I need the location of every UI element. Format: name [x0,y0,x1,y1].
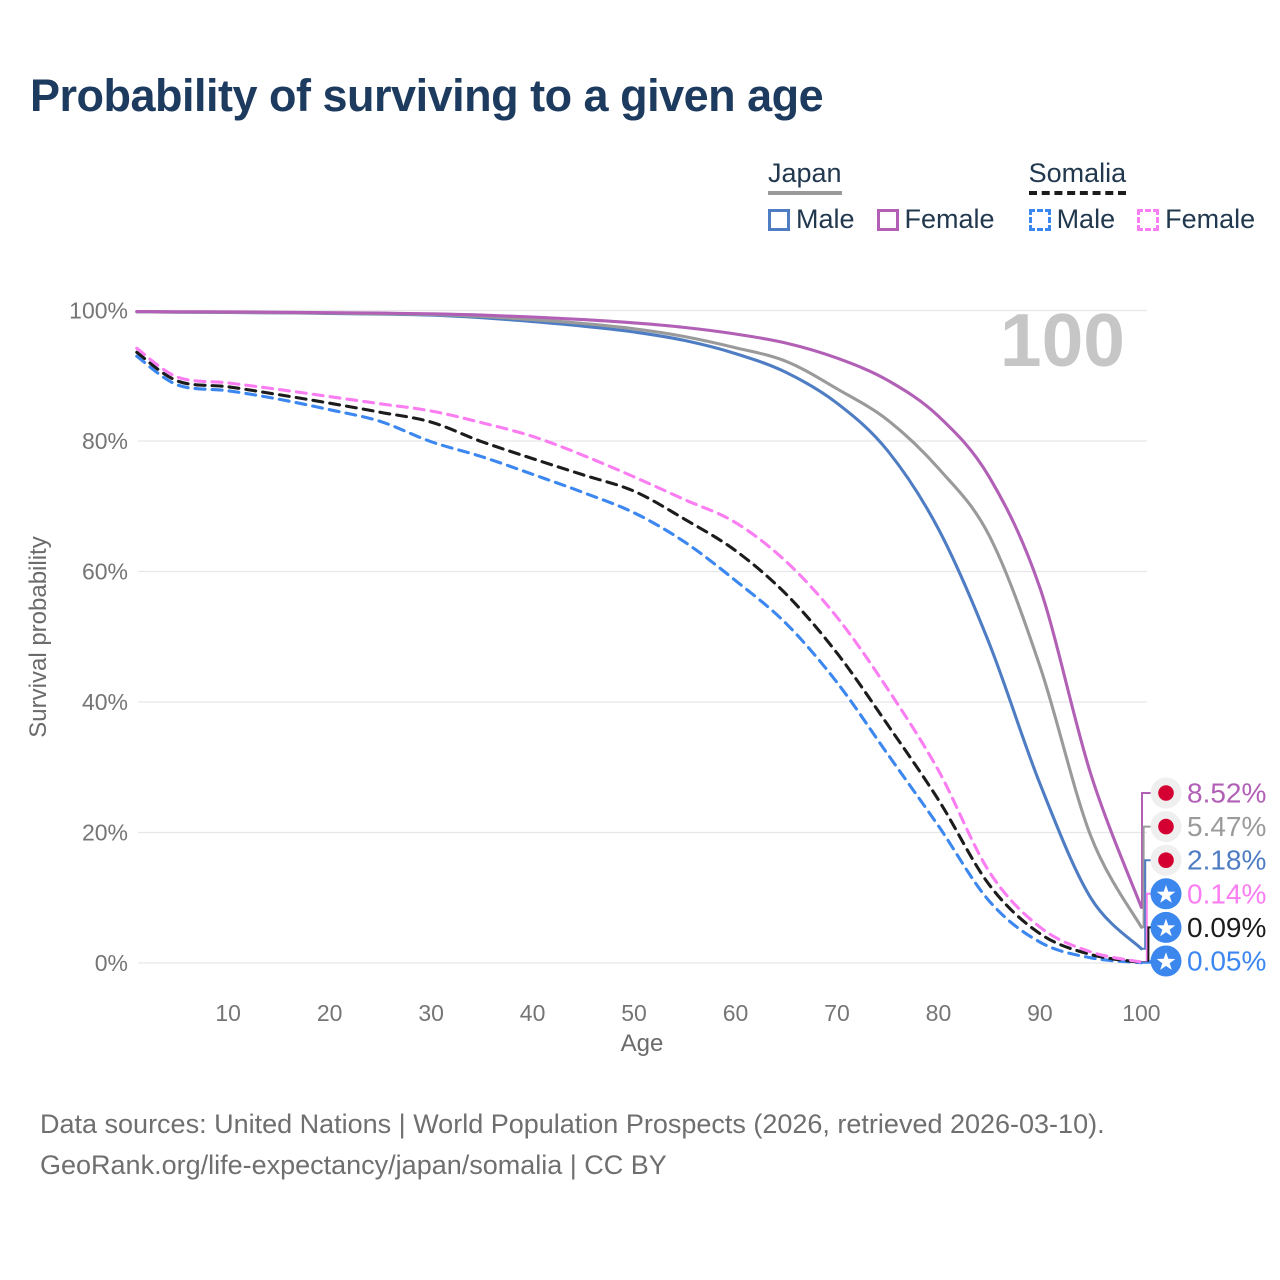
somalia-flag-star [1156,952,1176,970]
legend-group-somalia: Somalia Male Female [1028,158,1255,235]
x-tick-label-10: 10 [215,1000,241,1026]
legend-label: Female [1165,204,1256,234]
leader-line-japan-female [1141,792,1153,909]
source-line-2: GeoRank.org/life-expectancy/japan/somali… [40,1150,667,1180]
flag-icon-somalia [1150,878,1182,910]
legend-item-somalia-female[interactable]: Female [1137,204,1255,235]
series-line-japan-both[interactable] [135,310,1143,929]
x-tick-label-40: 40 [520,1000,546,1026]
series-line-somalia-both[interactable] [135,350,1143,964]
leader-line-japan-male [1141,859,1153,950]
y-tick-label-40: 40% [82,689,128,715]
x-tick-label-50: 50 [621,1000,647,1026]
x-tick-label-100: 100 [1122,1000,1160,1026]
legend-label: Male [796,204,855,234]
flag-icon-japan [1150,777,1182,809]
legend-item-somalia-male[interactable]: Male [1028,204,1116,235]
japan-flag-sun [1158,852,1174,868]
x-tick-label-90: 90 [1027,1000,1053,1026]
chart-legend: Japan Male Female Somalia Male Female [768,158,1255,235]
legend-header-japan: Japan [768,158,842,195]
legend-swatch-somalia-male[interactable] [1028,208,1051,231]
x-tick-label-80: 80 [926,1000,952,1026]
y-tick-label-100: 100% [69,298,128,324]
legend-group-japan: Japan Male Female [768,158,995,235]
y-tick-label-20: 20% [82,820,128,846]
source-note: Data sources: United Nations | World Pop… [40,1104,1105,1186]
watermark-age-100: 100 [1000,298,1125,382]
legend-items-somalia: Male Female [1028,204,1255,235]
legend-item-japan-male[interactable]: Male [768,204,855,235]
legend-item-japan-female[interactable]: Female [876,204,995,235]
x-tick-label-30: 30 [418,1000,444,1026]
japan-flag-sun [1158,785,1174,801]
end-value-label-somalia-male: 0.05% [1187,946,1266,977]
end-value-label-somalia-female: 0.14% [1187,878,1266,909]
source-line-1: Data sources: United Nations | World Pop… [40,1109,1105,1139]
page-title: Probability of surviving to a given age [30,70,824,121]
end-value-label-japan-female: 8.52% [1187,778,1266,809]
flag-icon-japan [1150,844,1182,876]
japan-flag-sun [1158,818,1174,835]
y-tick-label-0: 0% [95,950,128,976]
legend-swatch-japan-male[interactable] [768,208,790,231]
series-line-japan-female[interactable] [135,309,1143,909]
somalia-flag-star [1156,918,1176,937]
x-tick-label-20: 20 [317,1000,343,1026]
legend-items-japan: Male Female [768,204,995,235]
y-axis-title: Survival probability [25,536,52,737]
x-axis-title: Age [621,1030,664,1057]
x-tick-label-70: 70 [824,1000,850,1026]
flag-icon-somalia [1150,945,1182,977]
end-value-label-japan-both: 5.47% [1187,811,1266,842]
series-line-somalia-female[interactable] [135,346,1143,964]
flag-icon-somalia [1150,911,1182,943]
legend-swatch-japan-female[interactable] [876,208,899,231]
legend-header-somalia: Somalia [1028,158,1127,195]
y-tick-label-80: 80% [82,428,128,454]
legend-label: Female [904,204,995,234]
y-tick-label-60: 60% [82,559,128,585]
series-line-japan-male[interactable] [135,310,1143,951]
legend-label: Male [1056,204,1116,234]
somalia-flag-star [1156,885,1176,903]
leader-line-japan-both [1141,825,1153,929]
end-value-label-somalia-both: 0.09% [1187,912,1266,943]
flag-icon-japan [1150,811,1182,843]
series-line-somalia-male[interactable] [135,354,1143,965]
end-value-label-japan-male: 2.18% [1187,845,1266,876]
x-tick-label-60: 60 [723,1000,749,1026]
legend-swatch-somalia-female[interactable] [1137,208,1160,231]
